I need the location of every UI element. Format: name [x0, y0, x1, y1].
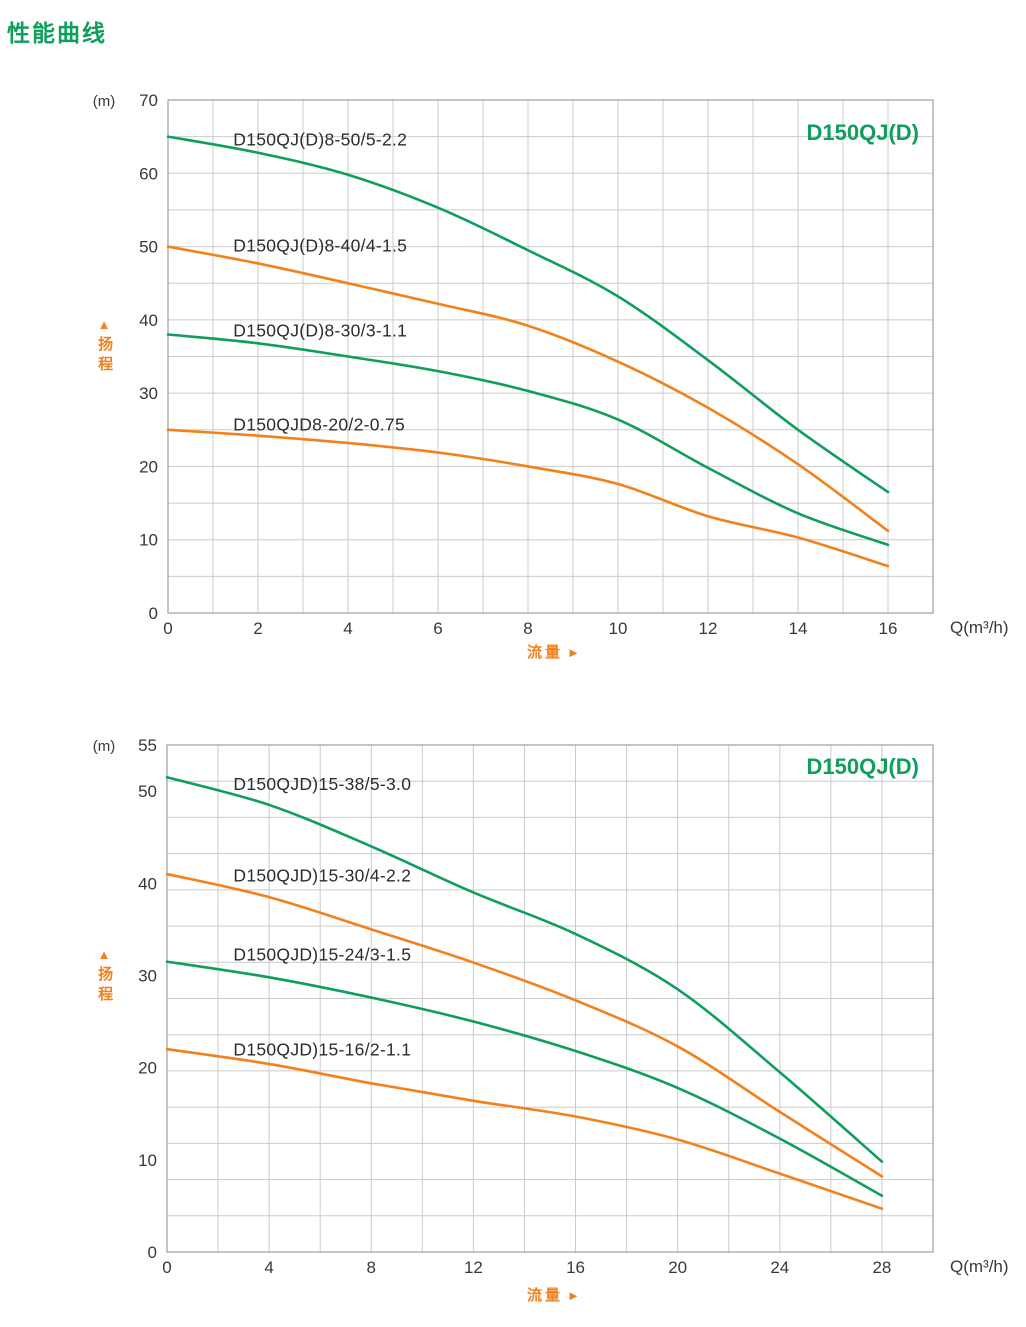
x-axis-unit-label: Q(m³/h): [950, 1257, 1009, 1276]
x-tick-label: 8: [523, 619, 532, 638]
x-tick-label: 0: [162, 1258, 171, 1277]
y-tick-label: 55: [138, 736, 157, 755]
plot-border: [166, 744, 934, 1253]
right-triangle-icon: ►: [567, 645, 580, 660]
y-tick-label: 70: [139, 91, 158, 110]
x-tick-label: 16: [879, 619, 898, 638]
right-triangle-icon: ►: [567, 1288, 580, 1303]
y-tick-label: 0: [148, 1243, 157, 1262]
y-tick-label: 0: [149, 604, 158, 623]
x-tick-label: 16: [566, 1258, 585, 1277]
y-tick-label: 50: [138, 782, 157, 801]
x-axis-title-bottom-chart: 流量 ►: [527, 1284, 580, 1305]
curve-label: D150QJD)15-24/3-1.5: [233, 945, 411, 965]
y-axis-unit-label: (m): [93, 93, 116, 110]
y-axis-title-text: 扬程: [96, 335, 114, 376]
up-triangle-icon: ▲: [97, 317, 111, 332]
y-axis-title-text: 扬程: [96, 965, 114, 1006]
performance-chart-bottom: 0 10 20 30 40 50 55 (m) 0 4 8 12 16 20 24 28 Q(m³/h) D150…: [93, 736, 1009, 1277]
y-tick-label: 20: [138, 1059, 157, 1078]
x-tick-label: 20: [668, 1258, 687, 1277]
y-tick-label: 30: [138, 966, 157, 985]
x-tick-label: 8: [367, 1258, 376, 1277]
pump-curve: [165, 1047, 884, 1210]
chart-title: D150QJ(D): [807, 754, 919, 779]
x-axis-title-text: 流量: [527, 644, 564, 661]
pump-curve: [166, 428, 890, 568]
x-tick-label: 28: [872, 1258, 891, 1277]
y-tick-label: 40: [139, 311, 158, 330]
y-tick-label: 10: [138, 1151, 157, 1170]
y-tick-label: 10: [139, 531, 158, 550]
x-tick-label: 12: [464, 1258, 483, 1277]
y-tick-label: 60: [139, 164, 158, 183]
x-tick-label: 24: [770, 1258, 789, 1277]
curve-label: D150QJD)15-38/5-3.0: [233, 774, 411, 794]
x-tick-label: 6: [433, 619, 442, 638]
y-axis-unit-label: (m): [93, 738, 116, 755]
chart-title: D150QJ(D): [807, 120, 919, 145]
curve-label: D150QJ(D)8-30/3-1.1: [233, 321, 407, 341]
x-axis-unit-label: Q(m³/h): [950, 618, 1009, 637]
y-tick-label: 50: [139, 238, 158, 257]
pump-curve: [165, 775, 884, 1163]
curve-label: D150QJ(D)8-50/5-2.2: [233, 129, 407, 149]
pump-curve: [166, 135, 890, 494]
pump-curve: [165, 872, 884, 1178]
pump-curve: [166, 245, 890, 533]
x-axis-title-top-chart: 流量 ►: [527, 641, 580, 662]
pump-curve: [166, 333, 890, 547]
x-tick-label: 4: [343, 619, 352, 638]
curve-label: D150QJ(D)8-40/4-1.5: [233, 236, 407, 256]
up-triangle-icon: ▲: [97, 947, 111, 962]
curve-label: D150QJD8-20/2-0.75: [233, 415, 405, 435]
y-tick-label: 40: [138, 874, 157, 893]
curve-label: D150QJD)15-16/2-1.1: [233, 1040, 411, 1060]
page-title: 性能曲线: [7, 20, 107, 46]
curve-label: D150QJD)15-30/4-2.2: [233, 865, 411, 885]
plot-border: [167, 99, 934, 614]
y-axis-title-bottom-chart: ▲ 扬程: [91, 946, 117, 1012]
y-tick-label: 20: [139, 457, 158, 476]
y-axis-title-top-chart: ▲ 扬程: [91, 316, 117, 382]
x-tick-label: 2: [253, 619, 262, 638]
x-tick-label: 12: [699, 619, 718, 638]
x-axis-title-text: 流量: [527, 1287, 564, 1304]
performance-chart-top: 0 10 20 30 40 50 60 70 (m) 0 2 4 6 8 10 12 14 16 Q(m³/h) D1…: [93, 91, 1009, 638]
y-tick-label: 30: [139, 384, 158, 403]
x-tick-label: 0: [163, 619, 172, 638]
x-tick-label: 10: [609, 619, 628, 638]
x-tick-label: 14: [789, 619, 808, 638]
pump-curve: [165, 960, 884, 1198]
x-tick-label: 4: [264, 1258, 273, 1277]
